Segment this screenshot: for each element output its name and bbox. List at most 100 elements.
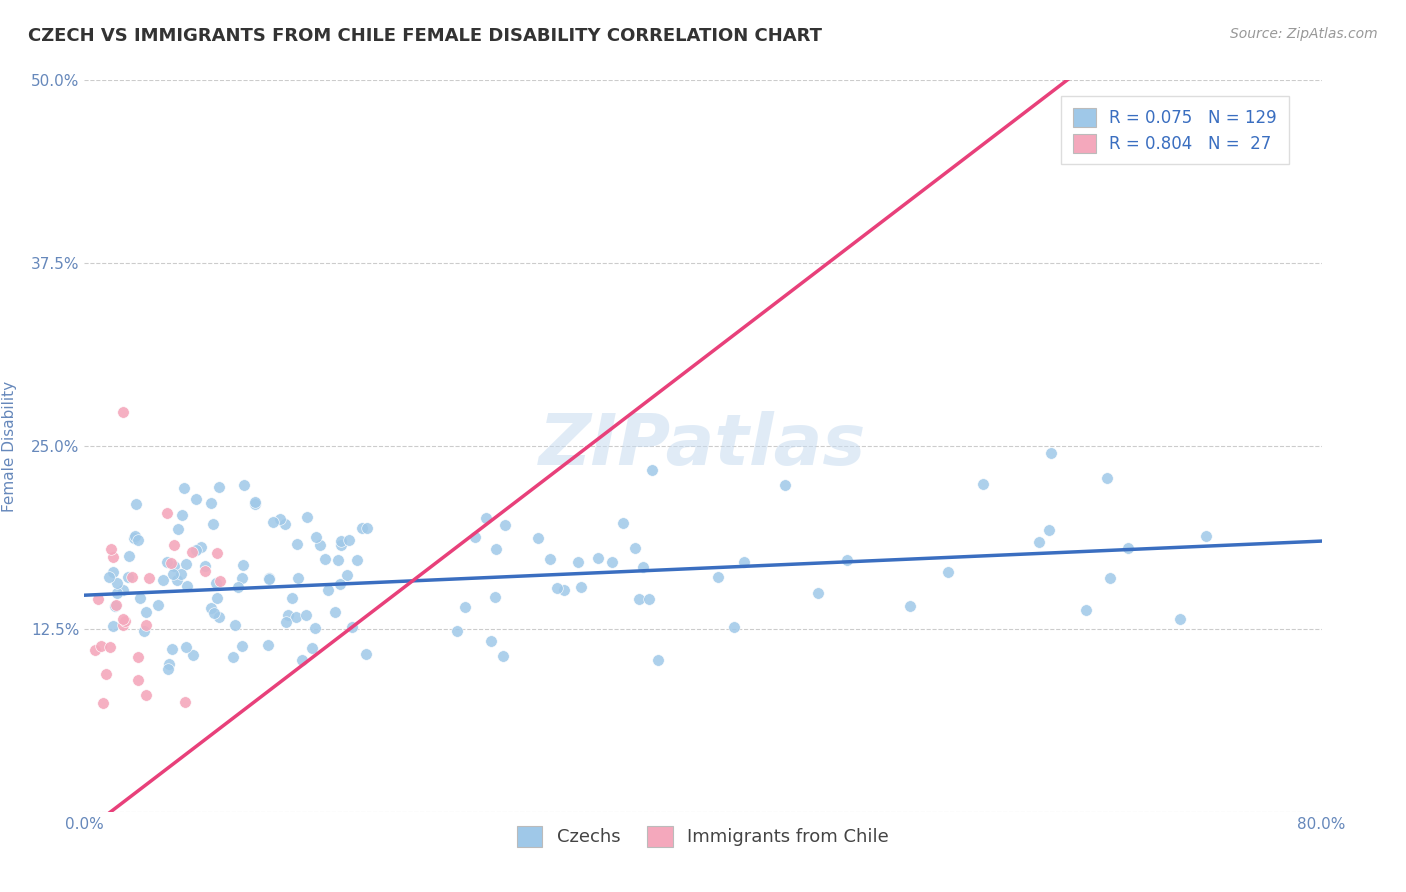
Point bbox=[337, 533, 360, 548]
Point bbox=[184, 491, 207, 506]
Point bbox=[202, 606, 225, 620]
Point bbox=[100, 541, 122, 556]
Point bbox=[117, 570, 139, 584]
Point bbox=[111, 582, 134, 597]
Point bbox=[291, 653, 314, 667]
Point bbox=[166, 573, 188, 587]
Point bbox=[314, 551, 336, 566]
Point bbox=[526, 532, 548, 546]
Point bbox=[631, 559, 654, 574]
Point bbox=[152, 573, 174, 587]
Point bbox=[285, 537, 308, 551]
Point bbox=[205, 576, 228, 591]
Point bbox=[308, 538, 330, 552]
Text: ZIPatlas: ZIPatlas bbox=[540, 411, 866, 481]
Point bbox=[208, 480, 231, 494]
Point bbox=[101, 550, 124, 565]
Point bbox=[277, 608, 299, 623]
Text: CZECH VS IMMIGRANTS FROM CHILE FEMALE DISABILITY CORRELATION CHART: CZECH VS IMMIGRANTS FROM CHILE FEMALE DI… bbox=[28, 27, 823, 45]
Point bbox=[454, 599, 477, 614]
Point bbox=[170, 508, 193, 522]
Legend: Czechs, Immigrants from Chile: Czechs, Immigrants from Chile bbox=[510, 819, 896, 854]
Point bbox=[162, 567, 184, 582]
Point bbox=[641, 463, 664, 477]
Point bbox=[135, 606, 157, 620]
Point bbox=[256, 638, 278, 652]
Point bbox=[553, 582, 575, 597]
Point bbox=[205, 546, 228, 560]
Point bbox=[1074, 603, 1097, 617]
Point bbox=[200, 496, 222, 510]
Point bbox=[134, 624, 156, 639]
Point bbox=[181, 648, 204, 662]
Point bbox=[538, 552, 561, 566]
Point bbox=[285, 610, 308, 624]
Point bbox=[586, 551, 609, 566]
Point bbox=[174, 558, 197, 572]
Point bbox=[305, 530, 328, 544]
Point bbox=[176, 579, 198, 593]
Point bbox=[336, 567, 359, 582]
Point bbox=[1097, 471, 1119, 485]
Point bbox=[257, 571, 280, 585]
Point bbox=[329, 534, 352, 549]
Point bbox=[623, 541, 645, 556]
Point bbox=[114, 614, 136, 628]
Point bbox=[127, 650, 149, 665]
Point bbox=[243, 495, 266, 509]
Point bbox=[160, 556, 183, 570]
Point bbox=[301, 640, 323, 655]
Point bbox=[485, 542, 508, 557]
Point bbox=[330, 538, 353, 552]
Point bbox=[257, 573, 280, 587]
Point bbox=[174, 640, 197, 654]
Point bbox=[200, 600, 222, 615]
Point bbox=[304, 622, 326, 636]
Point bbox=[101, 619, 124, 633]
Point bbox=[98, 570, 121, 584]
Point bbox=[186, 543, 208, 558]
Point bbox=[160, 641, 183, 656]
Point bbox=[121, 570, 143, 584]
Point bbox=[122, 531, 145, 545]
Point bbox=[479, 634, 502, 648]
Point bbox=[86, 591, 108, 606]
Point bbox=[91, 696, 114, 710]
Point bbox=[600, 555, 623, 569]
Point bbox=[98, 640, 121, 655]
Point bbox=[323, 605, 346, 619]
Point bbox=[707, 570, 730, 584]
Point bbox=[224, 618, 246, 632]
Point bbox=[166, 522, 188, 536]
Point bbox=[101, 565, 124, 579]
Point bbox=[226, 580, 249, 594]
Point bbox=[104, 598, 127, 612]
Point bbox=[156, 506, 179, 520]
Point bbox=[231, 640, 253, 654]
Point bbox=[287, 571, 309, 585]
Point bbox=[205, 591, 228, 605]
Point bbox=[326, 553, 349, 567]
Point bbox=[733, 555, 755, 569]
Point bbox=[972, 476, 994, 491]
Point bbox=[340, 620, 363, 634]
Point bbox=[243, 497, 266, 511]
Point bbox=[262, 516, 284, 530]
Point bbox=[1040, 446, 1063, 460]
Y-axis label: Female Disability: Female Disability bbox=[3, 380, 17, 512]
Point bbox=[127, 673, 149, 687]
Point bbox=[194, 564, 217, 578]
Point bbox=[105, 585, 128, 599]
Point bbox=[354, 647, 377, 661]
Point bbox=[138, 571, 160, 585]
Point bbox=[208, 609, 231, 624]
Point bbox=[1118, 541, 1140, 556]
Point bbox=[294, 607, 316, 622]
Point bbox=[124, 529, 146, 543]
Point bbox=[222, 650, 245, 665]
Point bbox=[157, 657, 180, 671]
Point bbox=[156, 662, 179, 676]
Point bbox=[1028, 534, 1050, 549]
Point bbox=[1038, 523, 1060, 537]
Point bbox=[723, 620, 745, 634]
